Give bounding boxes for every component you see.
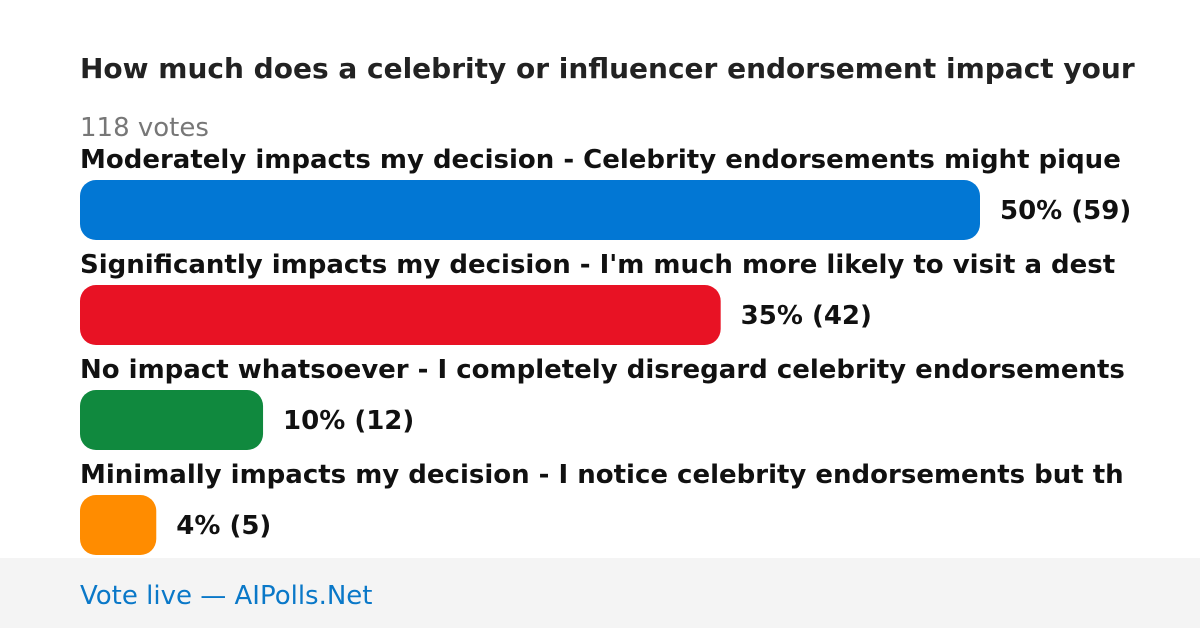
bar: [80, 495, 157, 555]
footer-link[interactable]: Vote live — AIPolls.Net: [80, 581, 373, 611]
option-label: Moderately impacts my decision - Celebri…: [80, 145, 1121, 175]
bar: [80, 285, 721, 345]
option-label: No impact whatsoever - I completely disr…: [80, 355, 1125, 385]
bar: [80, 180, 980, 240]
chart-title: How much does a celebrity or influencer …: [80, 52, 1135, 85]
bar: [80, 390, 264, 450]
value-label: 10% (12): [283, 406, 414, 436]
value-label: 50% (59): [1000, 196, 1131, 226]
value-label: 4% (5): [176, 511, 271, 541]
option-label: Significantly impacts my decision - I'm …: [80, 250, 1115, 280]
vote-count: 118 votes: [80, 113, 209, 143]
option-label: Minimally impacts my decision - I notice…: [80, 460, 1124, 490]
footer-bar: [0, 558, 1200, 628]
value-label: 35% (42): [741, 301, 872, 331]
